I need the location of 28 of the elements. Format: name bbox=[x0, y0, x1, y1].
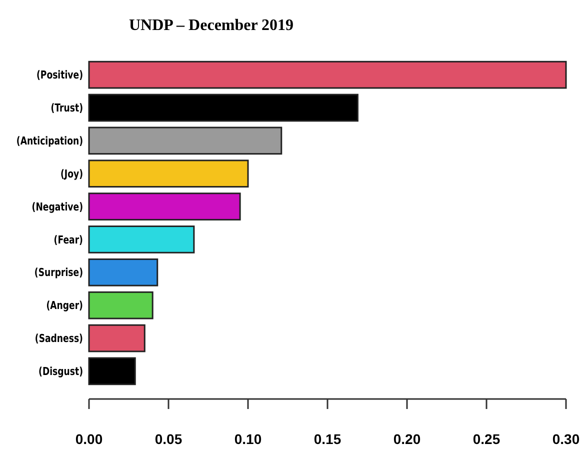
y-tick-label: (Joy) bbox=[60, 168, 83, 181]
x-tick-label: 0.20 bbox=[393, 431, 421, 447]
y-tick-label: (Negative) bbox=[32, 201, 83, 214]
y-tick-label: (Fear) bbox=[54, 234, 83, 247]
y-tick-label: (Sadness) bbox=[34, 333, 83, 346]
bar bbox=[88, 160, 249, 188]
x-tick-label: 0.30 bbox=[552, 431, 580, 447]
y-tick-label: (Anticipation) bbox=[16, 136, 83, 148]
chart-title: UNDP – December 2019 bbox=[129, 17, 294, 34]
x-tick-label: 0.05 bbox=[154, 431, 182, 447]
bar bbox=[88, 94, 358, 122]
y-tick-label: (Disgust) bbox=[38, 366, 83, 378]
y-tick-label: (Trust) bbox=[50, 102, 83, 115]
x-tick-label: 0.15 bbox=[314, 431, 342, 447]
bar bbox=[88, 258, 158, 286]
bar bbox=[88, 291, 154, 320]
y-tick-label: (Positive) bbox=[36, 70, 83, 82]
x-tick-label: 0.00 bbox=[75, 431, 103, 447]
bar bbox=[88, 324, 146, 352]
bar bbox=[88, 226, 195, 254]
bar bbox=[88, 60, 567, 89]
y-tick-label: (Surprise) bbox=[34, 267, 83, 280]
x-tick-label: 0.25 bbox=[472, 431, 500, 447]
bar bbox=[88, 192, 241, 220]
x-tick-label: 0.10 bbox=[234, 431, 262, 447]
y-tick-label: (Anger) bbox=[46, 300, 83, 313]
bar bbox=[88, 126, 282, 155]
bar bbox=[88, 357, 136, 386]
